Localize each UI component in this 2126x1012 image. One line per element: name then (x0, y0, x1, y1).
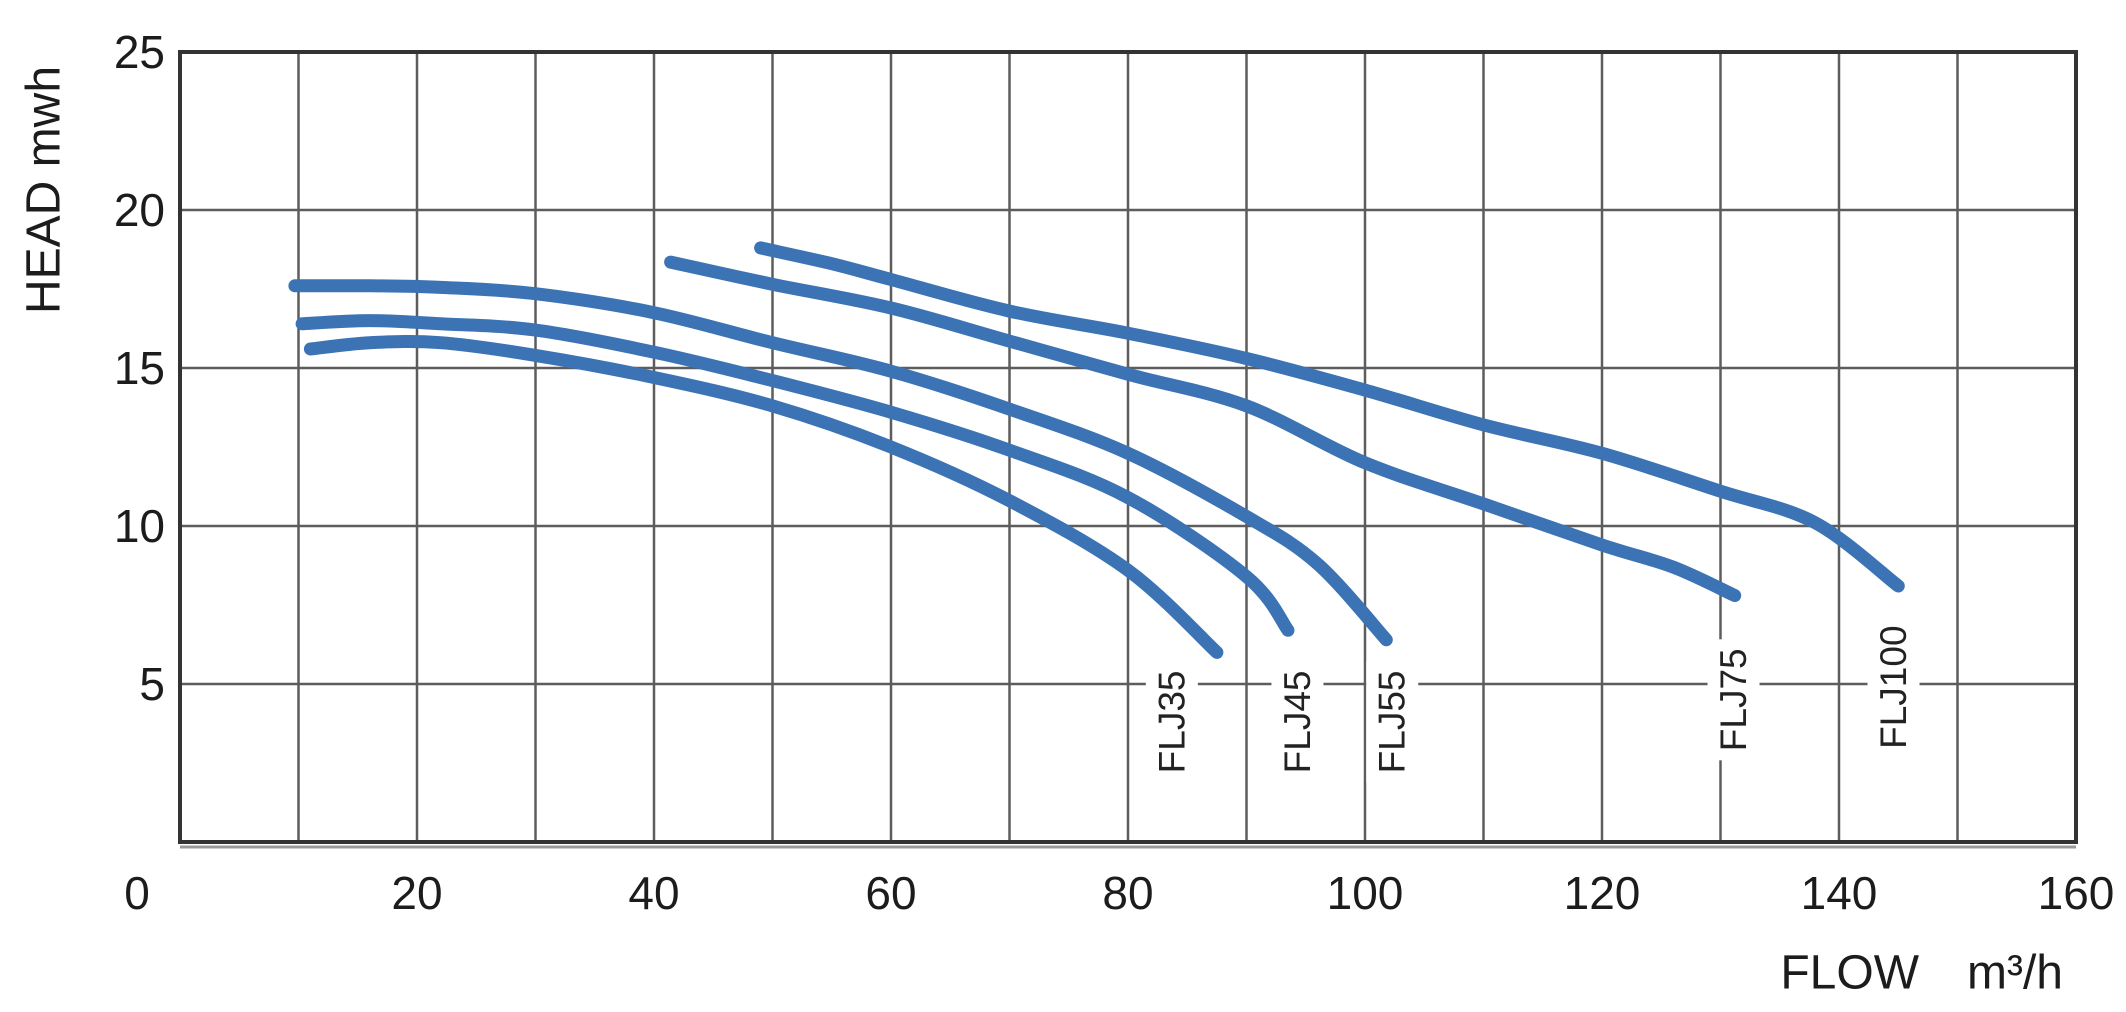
curve-label-flj75: FLJ75 (1713, 648, 1754, 751)
y-tick-label: 15 (114, 342, 165, 394)
curve-label-flj45: FLJ45 (1277, 670, 1318, 773)
curve-label-flj55: FLJ55 (1372, 670, 1413, 773)
y-tick-label: 25 (114, 26, 165, 78)
y-axis-title: HEAD mwh (18, 66, 71, 314)
curve-flj75 (664, 255, 1742, 602)
plot-border (178, 50, 2078, 849)
pump-curves (288, 241, 1905, 659)
plot-frame (178, 50, 2078, 844)
x-tick-label: 60 (865, 867, 916, 919)
curve-flj45 (295, 314, 1295, 637)
y-tick-label: 5 (139, 658, 165, 710)
curve-labels: FLJ35 FLJ45 FLJ55 FLJ75 FLJ100 (1151, 625, 1914, 773)
x-axis-title: FLOW m³/h (1780, 947, 2063, 1000)
x-tick-label: 160 (2038, 867, 2115, 919)
x-tick-label: 140 (1801, 867, 1878, 919)
curve-label-mask (1867, 617, 1920, 758)
curve-label-mask (1145, 661, 1198, 783)
curve-flj100 (754, 241, 1905, 593)
axis-tick-labels: 0 20 40 60 80 100 120 140 160 5 10 15 20 25 (114, 26, 2115, 919)
y-tick-label: 20 (114, 184, 165, 236)
x-tick-label: 80 (1102, 867, 1153, 919)
curve-flj35 (303, 335, 1224, 659)
curve-label-flj100: FLJ100 (1873, 625, 1914, 748)
x-tick-label: 20 (391, 867, 442, 919)
x-tick-label: 120 (1564, 867, 1641, 919)
curve-label-mask (1366, 661, 1419, 783)
x-tick-label: 100 (1327, 867, 1404, 919)
curve-label-backgrounds (1145, 617, 1920, 783)
curve-label-mask (1271, 661, 1324, 783)
curve-label-mask (1707, 639, 1760, 761)
curve-flj55 (288, 279, 1393, 647)
curve-label-flj35: FLJ35 (1151, 670, 1192, 773)
x-tick-label: 40 (628, 867, 679, 919)
x-tick-label: 0 (124, 867, 150, 919)
y-tick-label: 10 (114, 500, 165, 552)
